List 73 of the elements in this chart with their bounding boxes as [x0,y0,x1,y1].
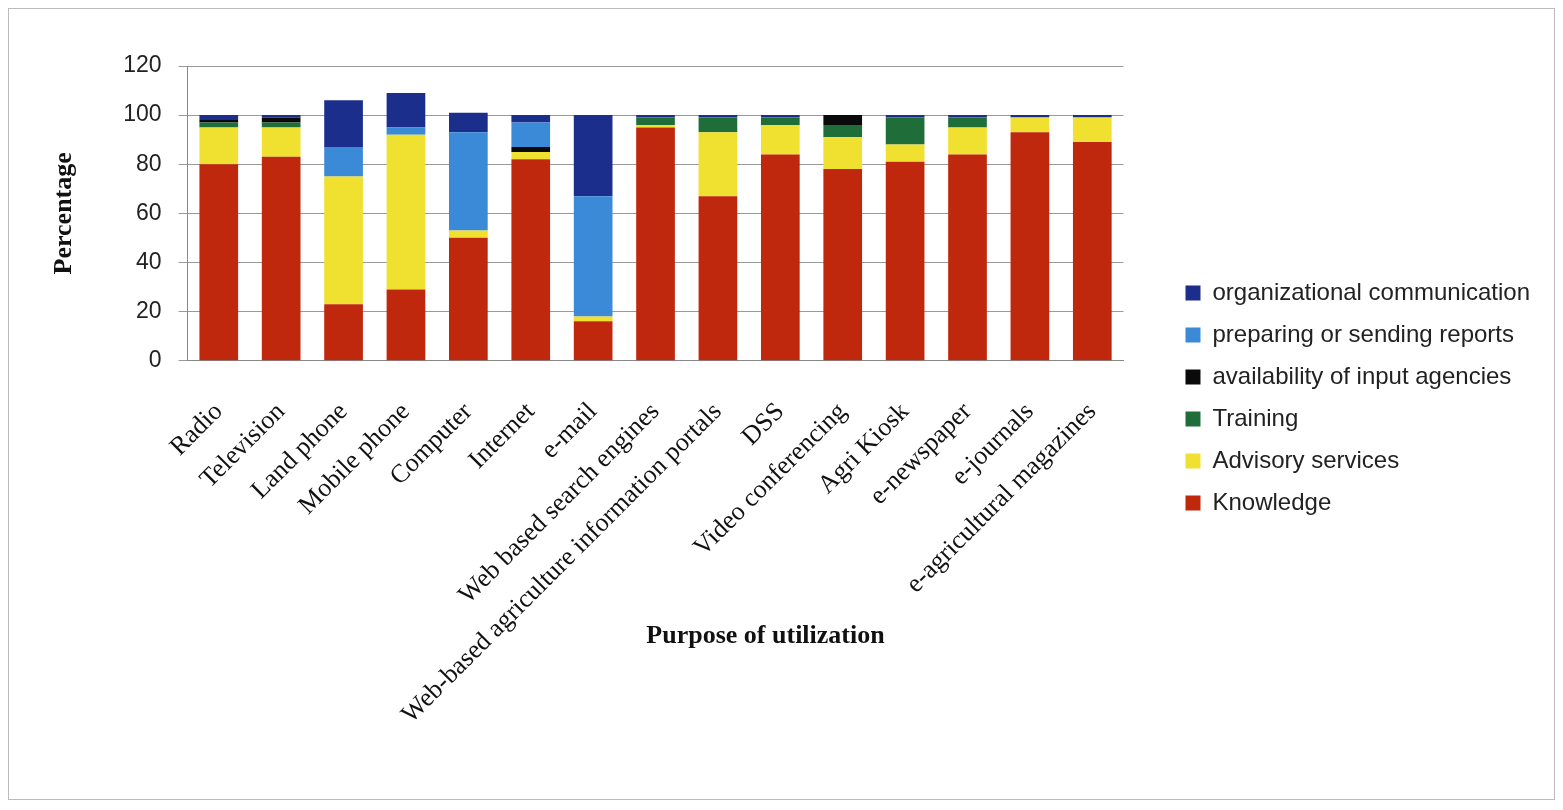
bar [1010,117,1050,133]
bar [636,127,675,361]
bar [1010,115,1050,118]
y-tick-label: 80 [135,149,162,176]
bar [760,154,800,361]
bar [199,127,239,165]
bar [760,117,800,125]
bar [636,117,675,125]
bar [885,144,925,162]
legend-label: Knowledge [1212,487,1332,515]
bar [698,117,738,133]
bar [261,115,301,118]
y-tick-label: 100 [123,100,162,127]
y-tick-label: 60 [135,198,162,225]
bar [449,230,488,238]
bar [449,112,488,133]
bar [511,147,551,152]
bar [261,156,301,361]
bar [1010,132,1050,361]
bar [573,321,613,361]
bar [698,196,738,361]
bar [823,115,863,125]
bar [823,124,863,138]
bar [823,169,863,361]
legend-label: availability of input agencies [1212,361,1512,389]
bar [386,93,426,128]
bar [199,164,239,361]
bar [948,154,987,361]
bar [698,115,738,118]
bar [1072,142,1112,361]
y-tick-label: 120 [123,51,162,78]
bar [948,127,987,155]
bar [511,122,551,148]
bar [199,115,239,121]
bar [386,127,426,135]
bar [386,289,426,361]
bar [760,115,800,118]
bar [823,137,863,170]
legend-label: organizational communication [1212,277,1531,305]
bar [324,176,363,305]
bar [885,115,925,118]
bar [511,159,551,361]
bar [573,196,613,317]
bar [199,122,239,128]
bar [948,117,987,128]
bar [573,115,613,197]
legend-label: Training [1212,403,1299,431]
bar [760,124,800,155]
legend-label: preparing or sending reports [1212,319,1515,347]
y-tick-label: 20 [135,296,162,323]
legend-label: Advisory services [1212,445,1400,473]
bar [261,127,301,157]
bar [324,147,363,177]
y-tick-label: 0 [148,345,162,372]
bar [449,237,488,361]
bar [885,117,925,145]
y-tick-label: 40 [135,247,162,274]
bar [1072,115,1112,118]
bar [948,115,987,118]
bar [511,115,551,123]
bar [636,115,675,118]
bar [511,151,551,160]
bar [449,132,488,231]
bar [261,122,301,128]
bar [386,134,426,290]
bar [885,161,925,361]
bar [324,100,363,148]
y-axis-title: Percentage [48,152,78,275]
bar [1072,117,1112,143]
bar [698,132,738,197]
bar [573,316,613,322]
x-axis-title: Purpose of utilization [646,620,886,650]
bar [324,304,363,361]
